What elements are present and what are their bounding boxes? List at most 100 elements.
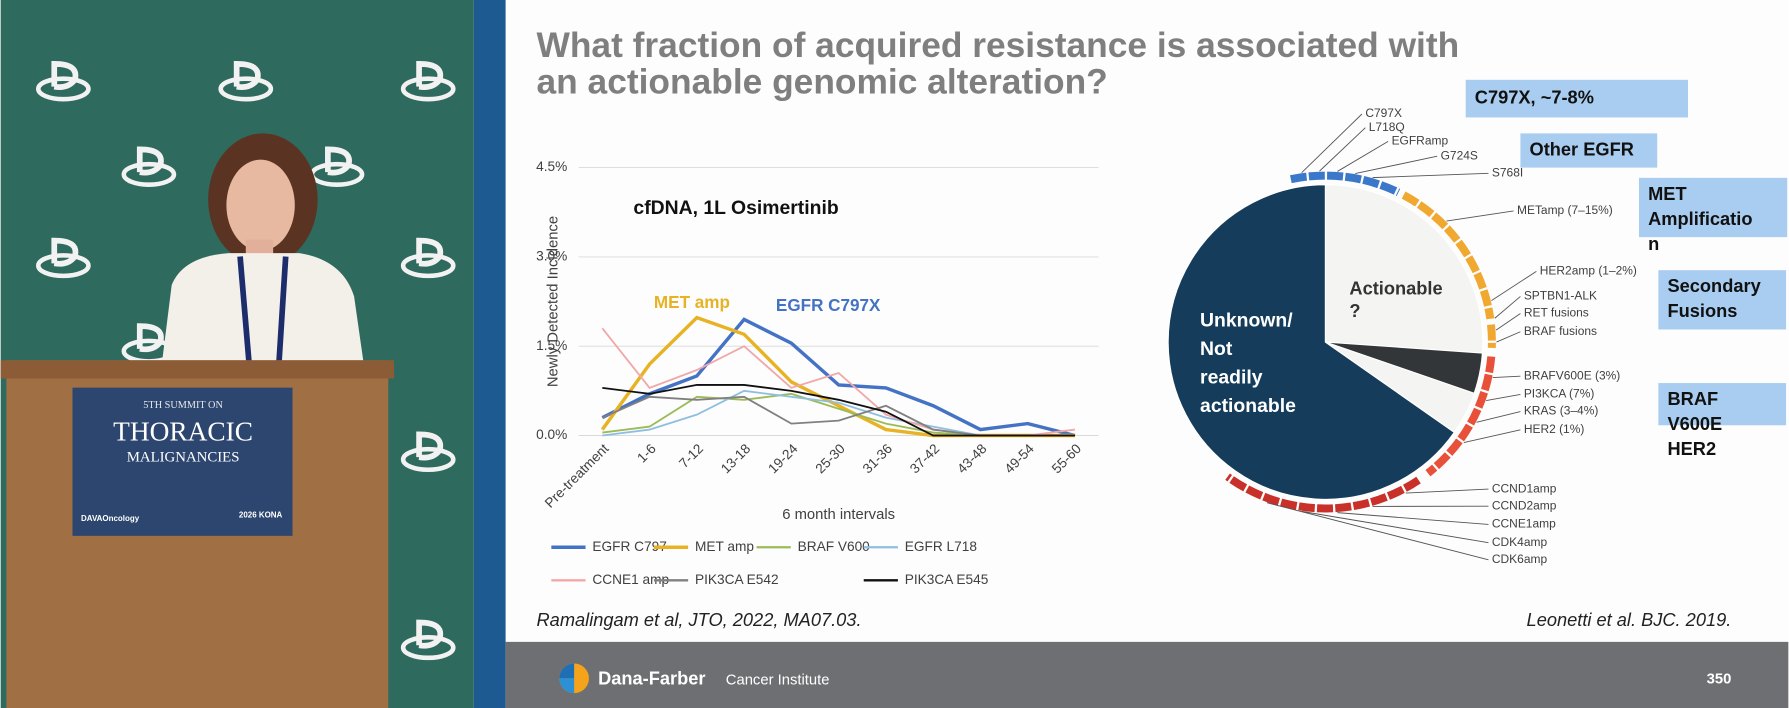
y-axis-label: Newly Detected Incidence: [546, 216, 562, 387]
category-box: [1520, 133, 1658, 168]
category-box-text: Amplificatio: [1648, 208, 1752, 229]
segment-label: L718Q: [1369, 120, 1405, 134]
leader-line: [1319, 127, 1366, 172]
pie-arc: [1225, 473, 1421, 513]
category-box: [1658, 383, 1787, 426]
brand-logo: [559, 663, 575, 679]
legend-label: PIK3CA E542: [695, 572, 779, 587]
leader-line: [1301, 510, 1489, 544]
leader-line: [1495, 313, 1521, 331]
series-line: [602, 383, 1075, 437]
leader-line: [1491, 270, 1537, 302]
y-tick-label: 4.5%: [536, 159, 567, 174]
face: [226, 159, 295, 251]
series-line: [601, 317, 1076, 438]
backdrop-logo: [416, 431, 444, 461]
category-box-text: MET: [1648, 183, 1687, 204]
category-box: [1638, 177, 1788, 238]
brand-name: Dana-Farber: [598, 667, 705, 688]
pie-slice: [1325, 341, 1484, 394]
sign-event: 2026 KONA: [239, 510, 283, 519]
leader-line: [1266, 502, 1489, 561]
citation: Leonetti et al. BJC. 2019.: [1527, 609, 1732, 630]
leader-line: [1476, 411, 1521, 423]
category-box-text: Other EGFR: [1530, 138, 1634, 159]
chart-annotation: cfDNA, 1L Osimertinib: [633, 197, 838, 219]
leader-line: [1355, 155, 1438, 175]
podium-top: [0, 360, 394, 379]
leader-line: [1492, 375, 1521, 379]
segment-label: BRAFV600E (3%): [1524, 368, 1620, 382]
backdrop-logo: [400, 635, 456, 661]
legend-label: CCNE1 amp: [592, 572, 669, 587]
y-tick-label: 3.0%: [536, 249, 567, 264]
segment-label: PI3KCA (7%): [1524, 387, 1595, 401]
sign-line: THORACIC: [113, 417, 253, 447]
backdrop-logo: [136, 146, 164, 176]
backdrop-logo: [233, 60, 261, 90]
segment-label: KRAS (3–4%): [1524, 404, 1599, 418]
backdrop-logo: [400, 76, 456, 102]
segment-label: CDK4amp: [1492, 535, 1548, 549]
screen-edge: [473, 0, 506, 708]
sign-logo: DAVAOncology: [81, 514, 140, 523]
backdrop-logo: [218, 76, 274, 102]
page-number: 350: [1707, 671, 1732, 687]
backdrop-logo: [416, 60, 444, 90]
category-box-text: BRAF: [1667, 388, 1718, 409]
leader-line: [1337, 512, 1489, 525]
leader-line: [1496, 331, 1521, 343]
sign-line: MALIGNANCIES: [127, 450, 240, 466]
y-tick-label: 1.5%: [536, 338, 567, 353]
slide-title: an actionable genomic alteration?: [537, 63, 1108, 102]
leader-line: [1446, 210, 1514, 222]
leader-line: [1494, 296, 1521, 319]
segment-label: SPTBN1-ALK: [1524, 289, 1597, 303]
segment-label: S768I: [1492, 165, 1523, 179]
segment-label: HER2 (1%): [1524, 422, 1585, 436]
slide-title: What fraction of acquired resistance is …: [537, 26, 1460, 65]
backdrop-logo: [136, 323, 164, 353]
segment-label: RET fusions: [1524, 306, 1589, 320]
pie-center-label: Not: [1200, 338, 1233, 360]
category-box-text: n: [1648, 233, 1659, 254]
segment-label: CCNE1amp: [1492, 517, 1556, 531]
segment-label: C797X: [1365, 106, 1402, 120]
chart-annotation: EGFR C797X: [776, 296, 881, 315]
segment-label: EGFRamp: [1392, 134, 1449, 148]
pie-center-label: ?: [1349, 300, 1360, 321]
backdrop-logo: [400, 446, 456, 472]
segment-label: METamp (7–15%): [1517, 203, 1613, 217]
pie-arc: [1290, 171, 1401, 197]
lanyard: [237, 256, 289, 366]
slide-footer: [505, 641, 1789, 708]
segment-label: CCND2amp: [1492, 498, 1557, 512]
leader-line: [1301, 113, 1363, 174]
podium-sign: [72, 387, 293, 536]
backdrop-logo: [36, 76, 91, 102]
brand-logo: [559, 678, 575, 694]
backdrop-logo: [51, 60, 79, 90]
segment-label: CDK6amp: [1492, 552, 1548, 566]
pie-center-label: Unknown/: [1200, 310, 1293, 332]
category-box-text: HER2: [1667, 438, 1716, 459]
citation: Ramalingam et al, JTO, 2022, MA07.03.: [537, 609, 862, 630]
category-box-text: C797X, ~7-8%: [1475, 86, 1594, 107]
category-box-text: Fusions: [1667, 300, 1737, 321]
pie-diagram: Actionable? Unknown/Not readily actionable C…: [1167, 79, 1788, 566]
pie-arc: [1487, 324, 1496, 348]
backdrop-logo: [51, 237, 79, 267]
backdrop-logo: [416, 237, 444, 267]
legend-label: EGFR C797: [592, 539, 666, 554]
segment-label: G724S: [1441, 148, 1478, 162]
leader-line: [1337, 140, 1389, 172]
backdrop-logo: [121, 161, 177, 187]
legend-label: EGFR L718: [905, 539, 978, 554]
category-box-text: Secondary: [1667, 275, 1761, 296]
category-box-text: V600E: [1667, 413, 1722, 434]
legend-label: PIK3CA E545: [905, 572, 989, 587]
segment-label: BRAF fusions: [1524, 324, 1597, 338]
pie-arc: [1425, 356, 1496, 477]
